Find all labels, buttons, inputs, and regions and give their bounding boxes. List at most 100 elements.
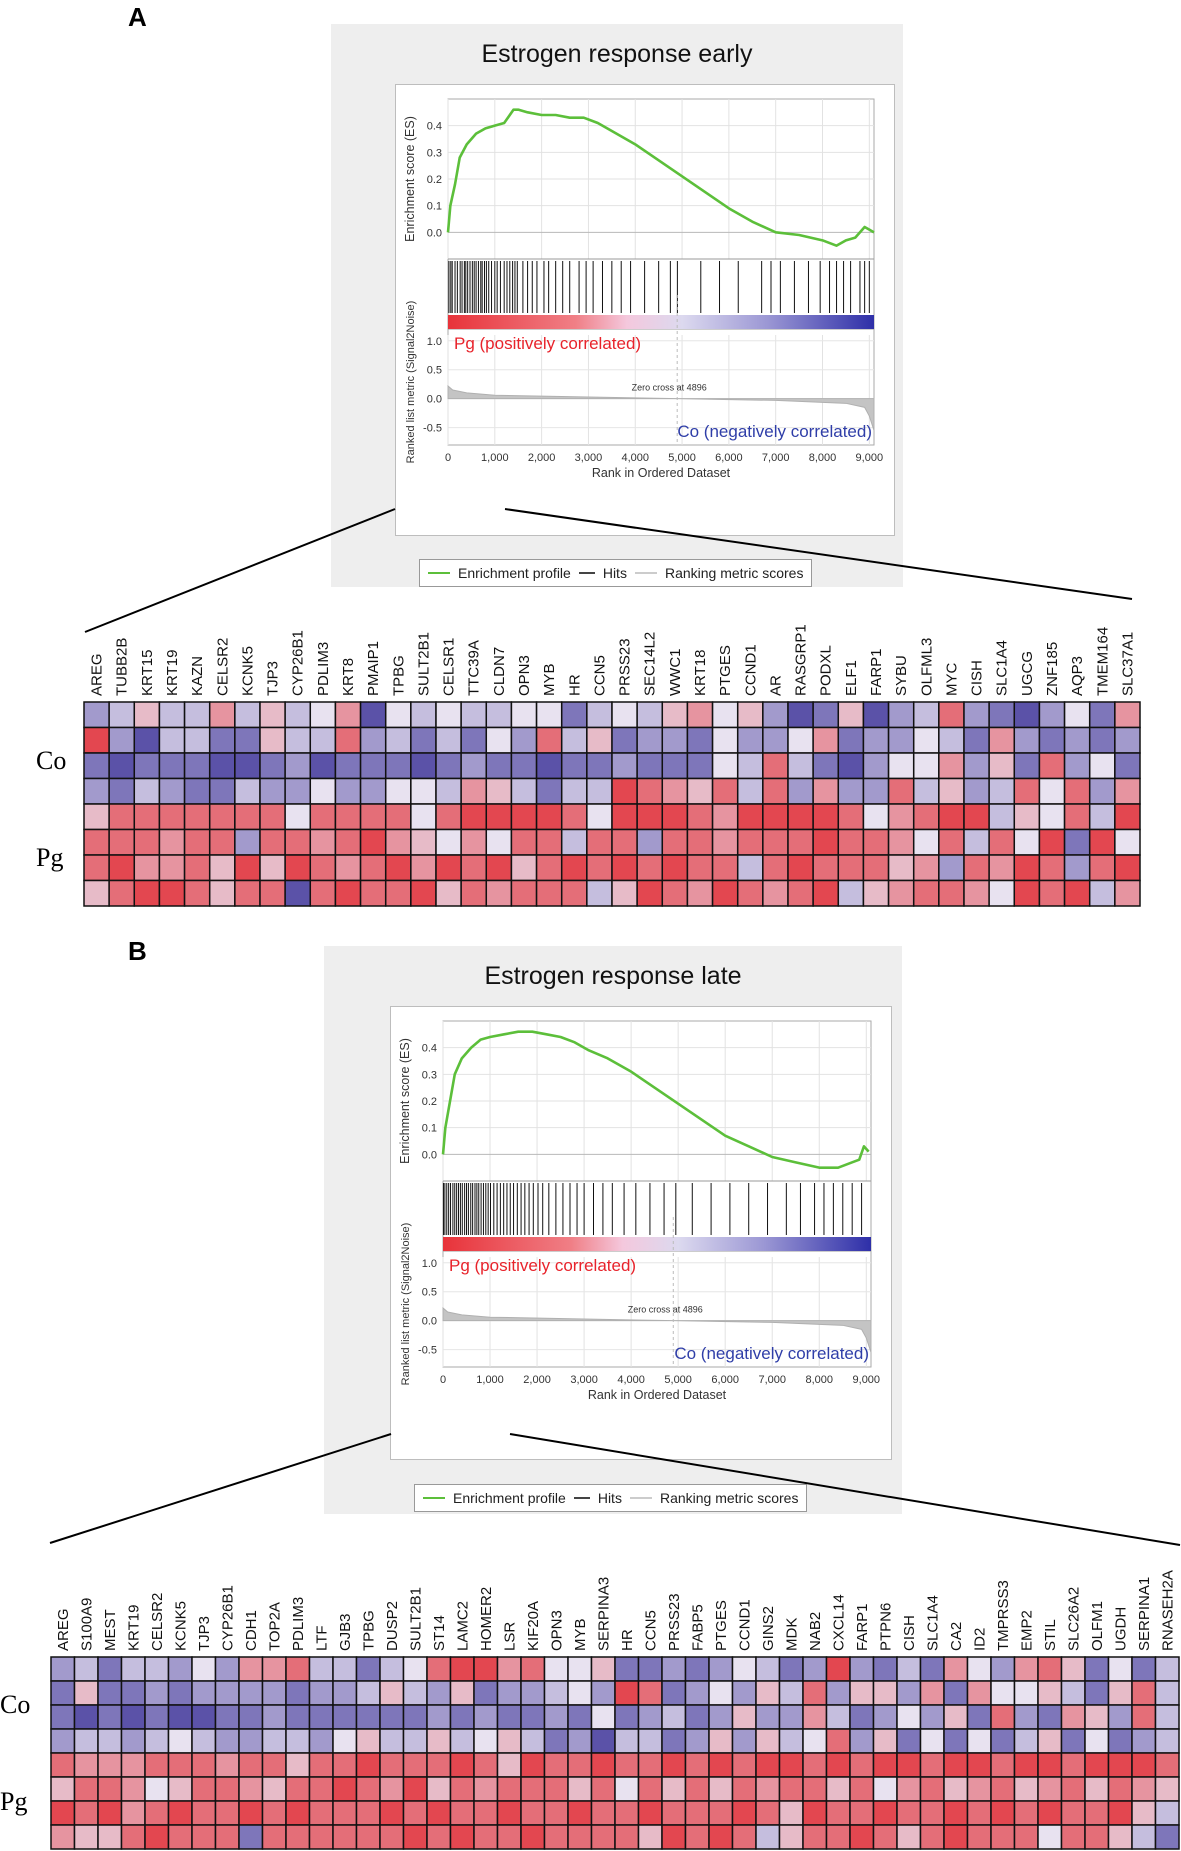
heatmap-cell <box>1013 1656 1039 1682</box>
heatmap-cell <box>711 879 739 907</box>
heatmap-cell <box>284 777 312 805</box>
heatmap-cell <box>708 1752 734 1778</box>
heatmap-cell <box>812 879 840 907</box>
heatmap-cell <box>334 777 362 805</box>
gene-label: WWC1 <box>667 649 684 697</box>
heatmap-cell <box>1088 777 1116 805</box>
heatmap-cell <box>755 1728 781 1754</box>
heatmap-cell <box>133 777 161 805</box>
gene-label: OPN3 <box>516 655 533 696</box>
heatmap-cell <box>214 1728 240 1754</box>
heatmap-cell <box>966 1752 992 1778</box>
gene-label: MEST <box>102 1609 119 1651</box>
heatmap-cell <box>684 1752 710 1778</box>
gene-label: AR <box>767 675 784 696</box>
gene-label: MYB <box>572 1618 589 1651</box>
heatmap-cell <box>912 803 940 831</box>
heatmap-cell <box>183 701 211 729</box>
plot-legend-a: Enrichment profile Hits Ranking metric s… <box>419 559 813 587</box>
heatmap-cell <box>1131 1752 1157 1778</box>
heatmap-cell <box>167 1800 193 1826</box>
heatmap-cell <box>661 1680 687 1706</box>
gene-label: HR <box>619 1629 636 1651</box>
heatmap-cell <box>543 1656 569 1682</box>
gene-label: TMEM164 <box>1094 627 1111 696</box>
heatmap-cell <box>435 803 462 831</box>
heatmap-cell <box>449 1704 475 1730</box>
heatmap-cell <box>214 1680 240 1706</box>
gene-label: SLC26A2 <box>1065 1587 1082 1651</box>
heatmap-cell <box>259 752 286 780</box>
heatmap-cell <box>261 1680 287 1706</box>
y-axis-label-rank: Ranked list metric (Signal2Noise) <box>405 301 417 464</box>
heatmap-cell <box>1154 1704 1180 1730</box>
heatmap-cell <box>872 1824 898 1850</box>
heatmap-cell <box>1037 1800 1063 1826</box>
heatmap-cell <box>849 1680 875 1706</box>
heatmap-cell <box>208 854 236 882</box>
gene-label: CA2 <box>948 1622 965 1651</box>
x-tick-label: 0 <box>440 1374 446 1386</box>
heatmap-cell <box>359 803 387 831</box>
group-label-pg-a: Pg <box>36 843 64 872</box>
heatmap-cell <box>285 1680 311 1706</box>
heatmap-cell <box>73 1704 99 1730</box>
heatmap-cell <box>887 726 915 754</box>
gene-label: SERPINA1 <box>1136 1577 1153 1651</box>
heatmap-cell <box>1013 803 1041 831</box>
legend-hits: Hits <box>602 565 627 581</box>
heatmap-cell <box>938 828 965 856</box>
heatmap-cell <box>1131 1680 1157 1706</box>
heatmap-cell <box>1084 1656 1110 1682</box>
heatmap-cell <box>50 1824 76 1850</box>
heatmap-cell <box>586 726 613 754</box>
heatmap-cell <box>379 1824 405 1850</box>
heatmap-cell <box>284 803 312 831</box>
heatmap-cell <box>379 1728 405 1754</box>
y-tick-label: 0.0 <box>427 227 442 239</box>
heatmap-cell <box>384 854 412 882</box>
heatmap-cell <box>1038 828 1066 856</box>
heatmap-cell <box>238 1656 264 1682</box>
x-tick-label: 9,000 <box>853 1374 881 1386</box>
heatmap-cell <box>449 1752 475 1778</box>
heatmap-cell <box>50 1680 76 1706</box>
heatmap-cell <box>590 1728 616 1754</box>
heatmap-cell <box>988 701 1016 729</box>
heatmap-cell <box>334 701 362 729</box>
heatmap-cell <box>988 752 1016 780</box>
heatmap-cell <box>259 701 286 729</box>
heatmap-cell <box>887 752 915 780</box>
heatmap-cell <box>379 1680 405 1706</box>
gene-label: PDLIM3 <box>315 642 332 696</box>
heatmap-cell <box>191 1728 217 1754</box>
heatmap-cell <box>778 1728 804 1754</box>
heatmap-cell <box>686 879 714 907</box>
heatmap-cell <box>567 1728 593 1754</box>
heatmap-cell <box>520 1728 546 1754</box>
heatmap-cell <box>234 701 261 729</box>
gene-label: TPBG <box>360 1610 377 1651</box>
legend-ranking-metric: Ranking metric scores <box>659 1490 799 1506</box>
heatmap-cell <box>1084 1800 1110 1826</box>
heatmap-cell <box>543 1704 569 1730</box>
gene-label: AQP3 <box>1069 656 1086 696</box>
heatmap-cell <box>837 777 865 805</box>
heatmap-cell <box>1038 701 1066 729</box>
heatmap-cell <box>1084 1752 1110 1778</box>
heatmap-cell <box>167 1728 193 1754</box>
heatmap-cell <box>611 726 638 754</box>
heatmap-cell <box>460 803 488 831</box>
heatmap-cell <box>1063 803 1091 831</box>
heatmap-cell <box>711 828 739 856</box>
heatmap-cell <box>238 1824 264 1850</box>
heatmap-cell <box>686 854 714 882</box>
heatmap-cell <box>214 1824 240 1850</box>
gene-label: TMPRSS3 <box>995 1580 1012 1651</box>
heatmap-cell <box>963 701 990 729</box>
heatmap-cell <box>355 1752 381 1778</box>
heatmap-cell <box>919 1728 945 1754</box>
heatmap-cell <box>234 879 261 907</box>
ranked-metric-area <box>447 384 875 431</box>
rank-color-bar <box>448 315 874 329</box>
